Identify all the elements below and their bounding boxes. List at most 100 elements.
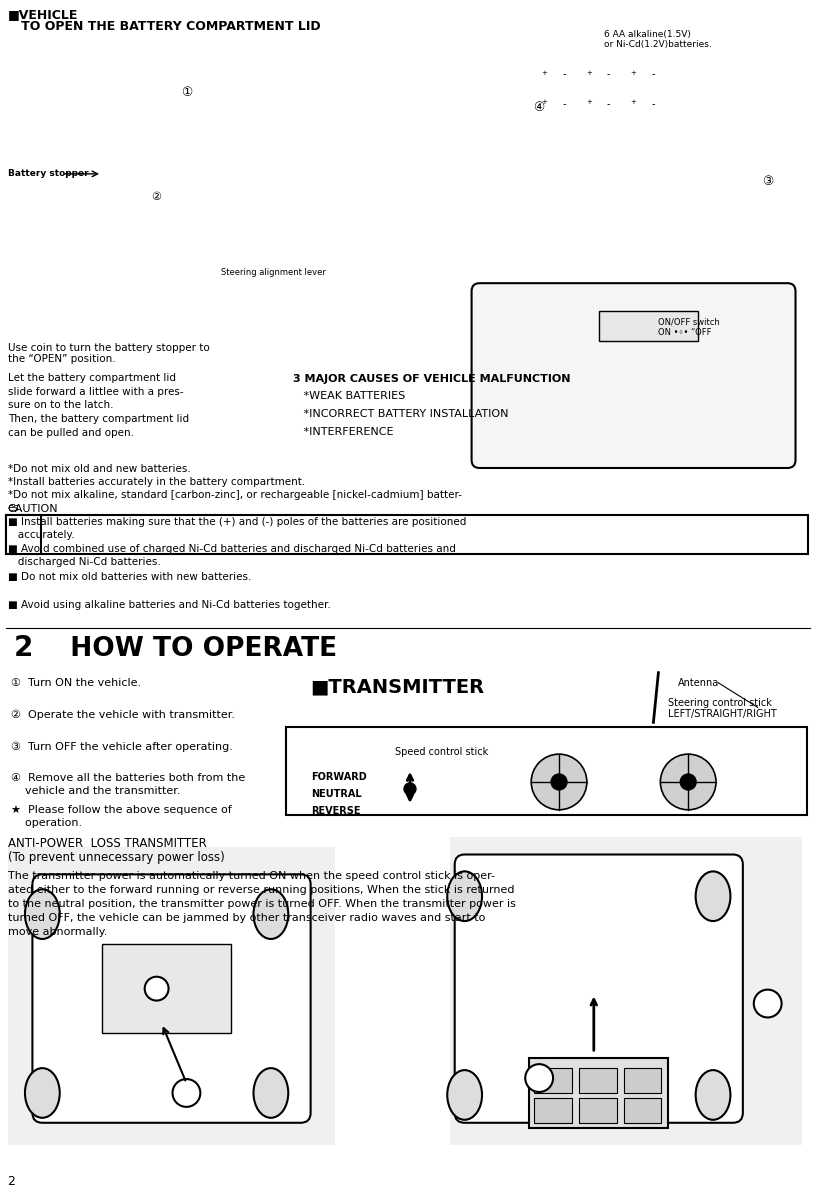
Text: Speed control stick: Speed control stick: [395, 747, 488, 757]
Circle shape: [531, 754, 587, 809]
Text: ★  Please follow the above sequence of: ★ Please follow the above sequence of: [11, 804, 231, 815]
Bar: [623, 1069, 662, 1092]
Bar: [579, 1098, 617, 1123]
Text: +: +: [541, 69, 547, 75]
Text: slide forward a littlee with a pres-: slide forward a littlee with a pres-: [7, 387, 184, 396]
Text: NEUTRAL: NEUTRAL: [311, 789, 361, 798]
Text: ANTI-POWER  LOSS TRANSMITTER: ANTI-POWER LOSS TRANSMITTER: [7, 837, 206, 850]
Text: ated either to the forward running or reverse running positions, When the stick : ated either to the forward running or re…: [7, 885, 514, 895]
Bar: [530, 1058, 668, 1128]
Ellipse shape: [447, 1070, 482, 1120]
Text: ①: ①: [181, 86, 192, 99]
Text: es.: es.: [7, 502, 23, 513]
Text: move abnormally.: move abnormally.: [7, 927, 107, 937]
Circle shape: [551, 774, 567, 790]
Bar: [579, 1069, 617, 1092]
Ellipse shape: [696, 871, 730, 921]
Text: +: +: [631, 69, 636, 75]
Text: FORWARD: FORWARD: [311, 772, 366, 782]
Text: Battery stopper: Battery stopper: [7, 169, 88, 178]
Text: operation.: operation.: [11, 818, 82, 828]
Text: -: -: [652, 69, 655, 80]
Bar: [6, 515, 809, 555]
Text: ■ Install batteries making sure that the (+) and (-) poles of the batteries are : ■ Install batteries making sure that the…: [7, 516, 466, 527]
Ellipse shape: [25, 1069, 60, 1117]
Bar: [623, 1098, 662, 1123]
Text: *Install batteries accurately in the battery compartment.: *Install batteries accurately in the bat…: [7, 477, 305, 487]
Text: ②  Operate the vehicle with transmitter.: ② Operate the vehicle with transmitter.: [11, 709, 234, 720]
Text: ■VEHICLE: ■VEHICLE: [7, 8, 78, 21]
Text: *Do not mix alkaline, standard [carbon-zinc], or rechargeable [nickel-cadmium] b: *Do not mix alkaline, standard [carbon-z…: [7, 490, 462, 500]
Text: ②: ②: [152, 192, 162, 202]
Text: ON/OFF switch
ON •◦• “OFF: ON/OFF switch ON •◦• “OFF: [659, 318, 721, 337]
Text: 6 AA alkaline(1.5V)
or Ni-Cd(1.2V)batteries.: 6 AA alkaline(1.5V) or Ni-Cd(1.2V)batter…: [604, 30, 712, 49]
Bar: [534, 1069, 572, 1092]
Text: *INCORRECT BATTERY INSTALLATION: *INCORRECT BATTERY INSTALLATION: [293, 409, 508, 419]
Text: -: -: [562, 99, 565, 109]
Circle shape: [172, 1079, 201, 1107]
Bar: [102, 944, 231, 1033]
Bar: [286, 727, 807, 815]
Text: vehicle and the transmitter.: vehicle and the transmitter.: [11, 785, 180, 796]
Text: HOW TO OPERATE: HOW TO OPERATE: [52, 635, 337, 662]
Bar: [450, 837, 802, 1145]
Text: Use coin to turn the battery stopper to
the “OPEN” position.: Use coin to turn the battery stopper to …: [7, 343, 210, 364]
Text: Then, the battery compartment lid: Then, the battery compartment lid: [7, 414, 188, 425]
Text: Steering alignment lever: Steering alignment lever: [221, 268, 326, 277]
Text: REVERSE: REVERSE: [311, 806, 360, 816]
Text: Antenna: Antenna: [678, 677, 720, 688]
Circle shape: [144, 977, 169, 1001]
Text: CAUTION: CAUTION: [7, 503, 58, 514]
FancyBboxPatch shape: [33, 875, 311, 1123]
Ellipse shape: [447, 871, 482, 921]
Text: ④  Remove all the batteries both from the: ④ Remove all the batteries both from the: [11, 774, 245, 783]
Text: Steering control stick
LEFT/STRAIGHT/RIGHT: Steering control stick LEFT/STRAIGHT/RIG…: [668, 697, 777, 719]
Text: 2: 2: [14, 634, 33, 662]
Text: *Do not mix old and new batteries.: *Do not mix old and new batteries.: [7, 464, 190, 474]
Text: +: +: [631, 99, 636, 106]
Ellipse shape: [25, 889, 60, 939]
Text: accurately.: accurately.: [7, 530, 74, 539]
Bar: [7, 846, 335, 1145]
Text: -: -: [607, 99, 610, 109]
Text: sure on to the latch.: sure on to the latch.: [7, 400, 113, 411]
Circle shape: [754, 990, 782, 1017]
Text: ①  Turn ON the vehicle.: ① Turn ON the vehicle.: [11, 677, 140, 688]
Text: ③  Turn OFF the vehicle after operating.: ③ Turn OFF the vehicle after operating.: [11, 741, 233, 752]
Text: Let the battery compartment lid: Let the battery compartment lid: [7, 372, 175, 383]
Circle shape: [526, 1064, 553, 1092]
Text: 3 MAJOR CAUSES OF VEHICLE MALFUNCTION: 3 MAJOR CAUSES OF VEHICLE MALFUNCTION: [293, 374, 570, 383]
Text: TO OPEN THE BATTERY COMPARTMENT LID: TO OPEN THE BATTERY COMPARTMENT LID: [7, 20, 320, 33]
Text: -: -: [652, 99, 655, 109]
Text: ③: ③: [762, 175, 774, 188]
Text: to the neutral position, the transmitter power is turned OFF. When the transmitt: to the neutral position, the transmitter…: [7, 900, 516, 909]
Text: can be pulled and open.: can be pulled and open.: [7, 428, 134, 438]
Text: ④: ④: [534, 101, 545, 114]
Text: ■ Do not mix old batteries with new batteries.: ■ Do not mix old batteries with new batt…: [7, 572, 251, 582]
Text: discharged Ni-Cd batteries.: discharged Ni-Cd batteries.: [7, 557, 160, 568]
Circle shape: [681, 774, 696, 790]
Text: turned OFF, the vehicle can be jammed by other transceiver radio waves and start: turned OFF, the vehicle can be jammed by…: [7, 913, 485, 923]
Text: ■ Avoid combined use of charged Ni-Cd batteries and discharged Ni-Cd batteries a: ■ Avoid combined use of charged Ni-Cd ba…: [7, 545, 455, 555]
Bar: [599, 311, 698, 340]
FancyBboxPatch shape: [472, 283, 796, 468]
Text: +: +: [541, 99, 547, 106]
Text: *WEAK BATTERIES: *WEAK BATTERIES: [293, 392, 405, 401]
Text: ■ Avoid using alkaline batteries and Ni-Cd batteries together.: ■ Avoid using alkaline batteries and Ni-…: [7, 600, 330, 610]
Ellipse shape: [696, 1070, 730, 1120]
Text: *INTERFERENCE: *INTERFERENCE: [293, 427, 393, 437]
Circle shape: [404, 783, 416, 795]
Ellipse shape: [254, 889, 288, 939]
Text: -: -: [607, 69, 610, 80]
FancyBboxPatch shape: [455, 854, 743, 1123]
Circle shape: [660, 754, 716, 809]
Text: ■TRANSMITTER: ■TRANSMITTER: [311, 677, 485, 696]
Text: (To prevent unnecessary power loss): (To prevent unnecessary power loss): [7, 851, 224, 864]
Text: The transmitter power is automatically turned ON when the speed control stick is: The transmitter power is automatically t…: [7, 871, 494, 882]
Ellipse shape: [254, 1069, 288, 1117]
Bar: [6, 515, 42, 555]
Bar: [534, 1098, 572, 1123]
Text: 2: 2: [7, 1176, 16, 1189]
Text: -: -: [562, 69, 565, 80]
Text: +: +: [586, 69, 592, 75]
